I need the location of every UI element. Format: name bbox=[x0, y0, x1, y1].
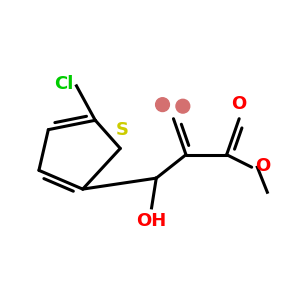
Text: S: S bbox=[115, 121, 128, 139]
Text: O: O bbox=[232, 95, 247, 113]
Text: Cl: Cl bbox=[54, 75, 73, 93]
Circle shape bbox=[176, 99, 190, 113]
Text: O: O bbox=[255, 157, 271, 175]
Text: OH: OH bbox=[136, 212, 167, 230]
Circle shape bbox=[156, 98, 170, 112]
